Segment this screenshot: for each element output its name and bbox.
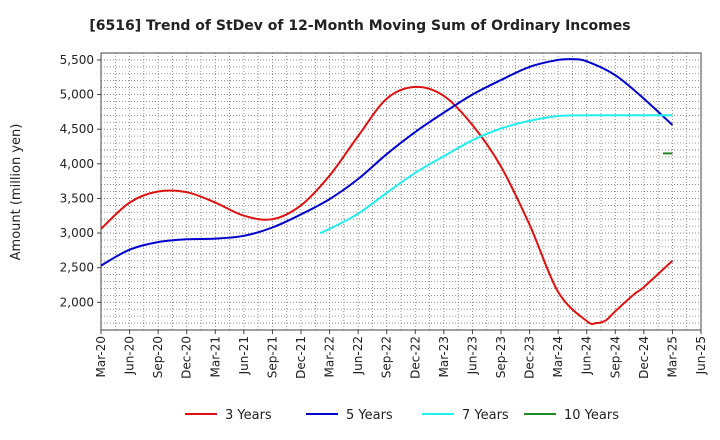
x-tick-label: Jun-23 (465, 336, 479, 375)
y-axis: 2,000 2,500 3,000 3,500 4,000 4,500 5,000 5,500 (60, 53, 101, 309)
x-tick-label: Mar-22 (323, 336, 337, 377)
grid (101, 53, 701, 330)
y-tick-label: 2,500 (60, 261, 94, 275)
legend: 3 Years 5 Years 7 Years 10 Years (185, 408, 619, 423)
x-tick-label: Jun-21 (237, 336, 251, 375)
y-tick-label: 4,000 (60, 157, 94, 171)
x-tick-label: Mar-20 (94, 336, 108, 377)
series-line-7-years (319, 114, 673, 235)
x-tick-label: Sep-23 (494, 336, 508, 378)
x-axis: Mar-20 Jun-20 Sep-20 Dec-20 Mar-21 Jun-21 Sep-… (94, 330, 708, 379)
x-tick-label: Dec-23 (523, 336, 537, 379)
x-tick-label: Jun-25 (694, 336, 708, 375)
x-tick-label: Mar-24 (551, 336, 565, 377)
x-tick-label: Dec-24 (637, 336, 651, 379)
x-tick-label: Sep-20 (151, 336, 165, 378)
y-tick-label: 3,500 (60, 191, 94, 205)
x-tick-label: Jun-20 (123, 336, 137, 375)
x-tick-label: Mar-25 (665, 336, 679, 377)
x-tick-label: Dec-22 (408, 336, 422, 379)
x-tick-label: Sep-22 (380, 336, 394, 378)
x-tick-label: Sep-21 (265, 336, 279, 378)
chart-title: [6516] Trend of StDev of 12-Month Moving… (89, 18, 630, 34)
plot-frame (100, 52, 702, 331)
y-tick-label: 5,500 (60, 53, 94, 67)
y-tick-label: 2,000 (60, 295, 94, 309)
legend-label-3-years: 3 Years (225, 408, 272, 423)
x-tick-label: Sep-24 (608, 336, 622, 378)
x-tick-label: Mar-21 (208, 336, 222, 377)
y-axis-label: Amount (million yen) (9, 124, 24, 261)
legend-label-10-years: 10 Years (564, 408, 619, 423)
y-tick-label: 5,000 (60, 88, 94, 102)
series-line-3-years (100, 85, 674, 326)
series-line-5-years (100, 58, 674, 267)
x-tick-label: Jun-24 (580, 336, 594, 375)
x-tick-label: Dec-21 (294, 336, 308, 379)
x-tick-label: Mar-23 (437, 336, 451, 377)
series-layer (100, 58, 674, 326)
x-tick-label: Jun-22 (351, 336, 365, 375)
y-tick-label: 3,000 (60, 226, 94, 240)
legend-label-7-years: 7 Years (462, 408, 509, 423)
y-tick-label: 4,500 (60, 122, 94, 136)
legend-label-5-years: 5 Years (346, 408, 393, 423)
x-tick-label: Dec-20 (180, 336, 194, 379)
